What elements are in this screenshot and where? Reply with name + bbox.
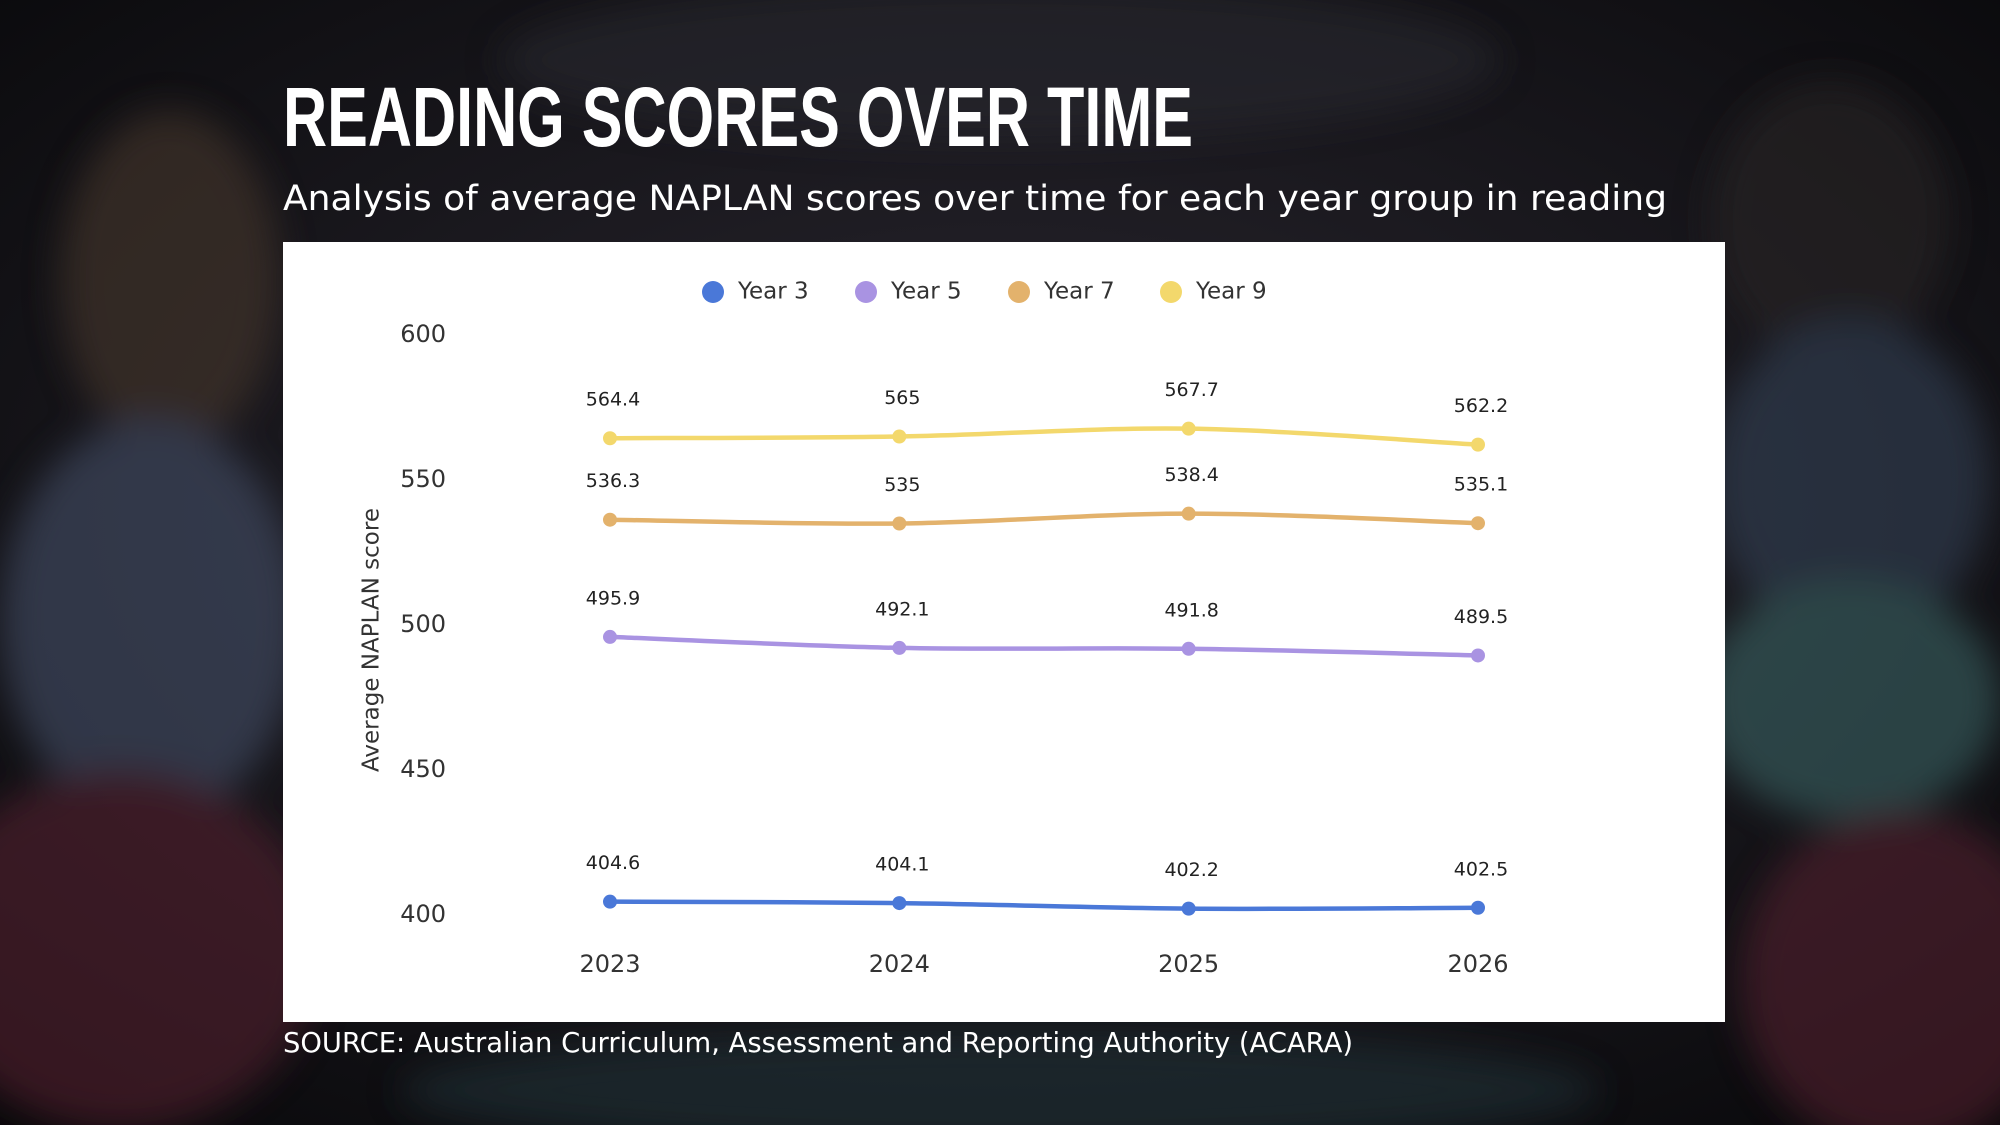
data-label: 491.8 (1164, 599, 1218, 621)
y-tick-label: 450 (400, 755, 446, 783)
x-tick-label: 2025 (1158, 950, 1219, 978)
data-point (892, 896, 907, 911)
data-point (1181, 506, 1196, 521)
data-label: 489.5 (1454, 606, 1508, 628)
data-point (1181, 421, 1196, 436)
x-tick-label: 2023 (579, 950, 640, 978)
series-line (607, 426, 1481, 447)
data-label: 402.2 (1164, 859, 1218, 881)
data-label: 404.1 (875, 854, 929, 876)
data-label: 535.1 (1454, 474, 1508, 496)
data-point (892, 429, 907, 444)
data-point (1471, 900, 1485, 915)
data-point (603, 629, 617, 644)
title: READING SCORES OVER TIME (283, 70, 1193, 164)
subtitle: Analysis of average NAPLAN scores over t… (283, 179, 1667, 219)
data-point (603, 431, 617, 446)
data-label: 567.7 (1164, 379, 1218, 401)
data-point (603, 512, 617, 527)
data-point (1471, 516, 1485, 531)
data-label: 492.1 (875, 598, 929, 620)
legend-swatch (1008, 281, 1030, 303)
data-label: 564.4 (586, 389, 640, 411)
data-point (892, 640, 907, 655)
source-note: SOURCE: Australian Curriculum, Assessmen… (283, 1026, 1353, 1059)
data-label: 404.6 (586, 852, 640, 874)
data-label: 402.5 (1454, 858, 1508, 880)
data-point (892, 516, 907, 531)
y-tick-label: 500 (400, 610, 446, 638)
data-label: 565 (884, 387, 920, 409)
legend-swatch (1160, 281, 1182, 303)
y-tick-label: 600 (400, 320, 446, 348)
x-tick-label: 2024 (869, 950, 930, 978)
data-point (1471, 437, 1485, 452)
legend-label: Year 3 (737, 279, 809, 305)
legend-label: Year 9 (1195, 279, 1267, 305)
data-label: 536.3 (586, 470, 640, 492)
legend-label: Year 7 (1043, 279, 1115, 305)
y-tick-label: 400 (400, 900, 446, 928)
plot-panel (283, 242, 1725, 1022)
series-line (607, 634, 1481, 658)
data-point (1181, 641, 1196, 656)
data-point (603, 894, 617, 909)
data-point (1471, 648, 1485, 663)
legend-label: Year 5 (890, 279, 962, 305)
y-axis-title: Average NAPLAN score (359, 508, 385, 772)
legend-swatch (702, 281, 724, 303)
x-tick-label: 2026 (1447, 950, 1508, 978)
data-label: 495.9 (586, 587, 640, 609)
data-label: 562.2 (1454, 395, 1508, 417)
legend-swatch (855, 281, 877, 303)
series-line (607, 511, 1481, 526)
series-line (607, 899, 1481, 912)
data-label: 535 (884, 474, 920, 496)
data-point (1181, 901, 1196, 916)
data-label: 538.4 (1164, 464, 1218, 486)
y-tick-label: 550 (400, 465, 446, 493)
